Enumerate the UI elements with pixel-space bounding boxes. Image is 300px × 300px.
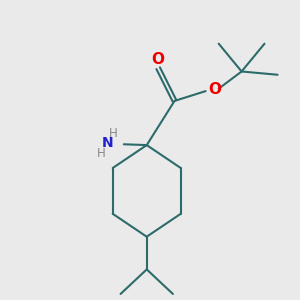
Text: O: O: [152, 52, 165, 67]
Text: H: H: [98, 147, 106, 160]
Text: H: H: [109, 127, 118, 140]
Text: N: N: [102, 136, 113, 151]
Text: O: O: [208, 82, 221, 97]
